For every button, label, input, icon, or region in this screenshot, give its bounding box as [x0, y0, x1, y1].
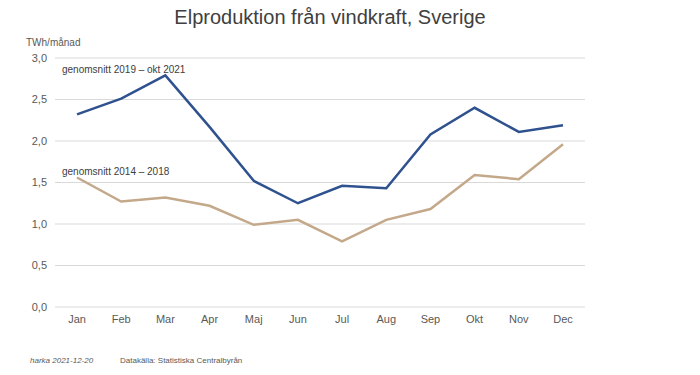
svg-text:Feb: Feb — [112, 313, 131, 325]
svg-text:Okt: Okt — [466, 313, 483, 325]
svg-text:Jul: Jul — [335, 313, 349, 325]
svg-text:Maj: Maj — [245, 313, 263, 325]
svg-text:2,5: 2,5 — [32, 93, 47, 105]
html-text:genomsnitt 2019 – okt 2021: genomsnitt 2019 – okt 2021 — [62, 64, 186, 75]
svg-text:0,5: 0,5 — [32, 259, 47, 271]
html-text:Datakälla: Statistiska Central: Datakälla: Statistiska Centralbyrån — [120, 356, 243, 365]
html-text:TWh/månad: TWh/månad — [26, 37, 81, 48]
svg-text:1,0: 1,0 — [32, 218, 47, 230]
svg-text:Aug: Aug — [376, 313, 396, 325]
svg-text:Jan: Jan — [68, 313, 86, 325]
html-text:Elproduktion från vindkraft, S: Elproduktion från vindkraft, Sverige — [174, 6, 486, 28]
svg-text:Dec: Dec — [553, 313, 573, 325]
html-text:genomsnitt 2014 – 2018: genomsnitt 2014 – 2018 — [62, 166, 170, 177]
svg-text:0,0: 0,0 — [32, 301, 47, 313]
svg-text:Mar: Mar — [156, 313, 175, 325]
svg-text:1,5: 1,5 — [32, 176, 47, 188]
svg-text:3,0: 3,0 — [32, 52, 47, 64]
svg-text:2,0: 2,0 — [32, 135, 47, 147]
svg-text:Jun: Jun — [289, 313, 307, 325]
svg-text:Nov: Nov — [509, 313, 529, 325]
svg-text:Sep: Sep — [421, 313, 441, 325]
html-text:harka 2021-12-20: harka 2021-12-20 — [30, 356, 94, 365]
svg-text:Apr: Apr — [201, 313, 218, 325]
